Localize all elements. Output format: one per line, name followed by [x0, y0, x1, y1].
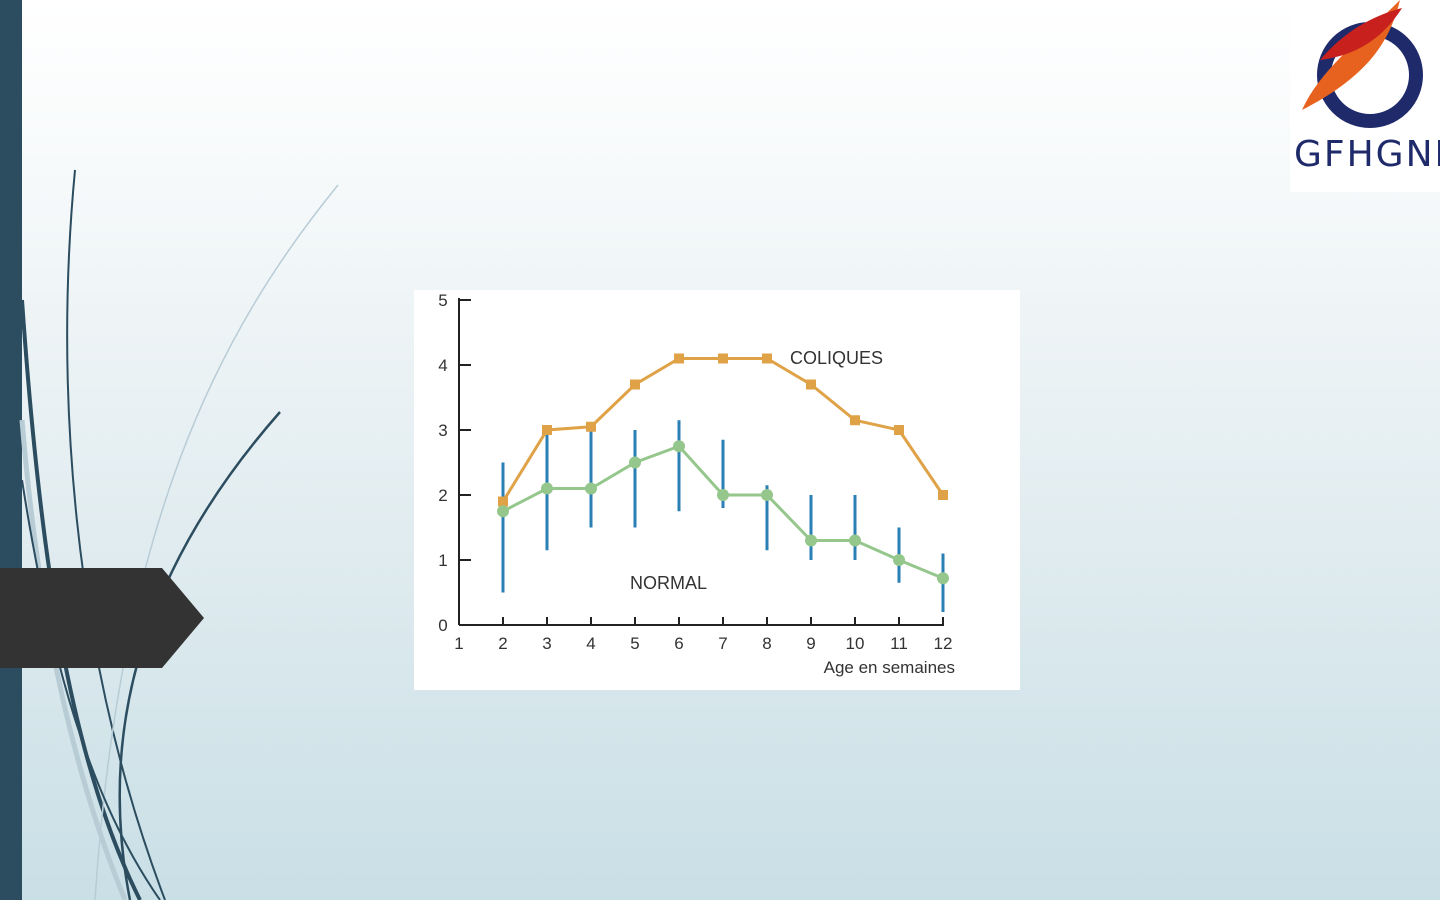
series-markers [497, 353, 949, 585]
x-tick-label-9: 9 [806, 634, 815, 653]
x-ticks: 1 2 3 4 5 6 7 8 9 10 11 12 [454, 617, 952, 653]
series-label-normal: NORMAL [630, 573, 707, 593]
x-axis-label: Age en semaines [824, 658, 955, 677]
point-normal-9 [805, 534, 817, 547]
x-tick-label-1: 1 [454, 634, 463, 653]
point-normal-5 [629, 456, 641, 469]
point-normal-10 [849, 534, 861, 547]
point-coliques-9 [806, 379, 816, 390]
point-coliques-11 [894, 425, 904, 435]
point-coliques-12 [938, 490, 948, 500]
logo-text: GFHGNP [1294, 134, 1440, 175]
point-coliques-10 [850, 415, 860, 426]
x-tick-label-6: 6 [674, 634, 683, 653]
point-normal-7 [717, 489, 729, 501]
left-accent-bar [0, 0, 22, 900]
x-tick-label-8: 8 [762, 634, 771, 653]
point-normal-4 [585, 482, 597, 495]
point-coliques-2 [498, 496, 508, 507]
point-coliques-6 [674, 353, 684, 364]
y-tick-label-2: 2 [438, 486, 447, 505]
point-coliques-5 [630, 379, 640, 390]
x-tick-label-2: 2 [498, 634, 507, 653]
point-coliques-4 [586, 421, 596, 432]
y-tick-label-0: 0 [438, 616, 447, 635]
x-tick-label-12: 12 [934, 634, 953, 653]
decorative-swooshes [19, 169, 339, 900]
x-tick-label-7: 7 [718, 634, 727, 653]
y-tick-label-1: 1 [438, 551, 447, 570]
gfhgnp-logo: GFHGNP [1290, 0, 1440, 192]
x-tick-label-3: 3 [542, 634, 551, 653]
y-tick-label-4: 4 [438, 356, 447, 375]
series-label-coliques: COLIQUES [790, 348, 883, 368]
point-normal-8 [761, 489, 773, 501]
y-ticks: 0 1 2 3 4 5 [438, 291, 471, 635]
y-tick-label-5: 5 [438, 291, 447, 310]
point-normal-11 [893, 554, 905, 566]
x-tick-label-11: 11 [890, 634, 908, 653]
error-bars [501, 420, 945, 612]
section-tab-shape [0, 568, 204, 668]
point-coliques-3 [542, 425, 552, 435]
point-normal-2 [497, 505, 509, 518]
logo-emblem [1302, 0, 1423, 128]
y-tick-label-3: 3 [438, 421, 447, 440]
point-normal-3 [541, 482, 553, 495]
point-normal-12 [937, 572, 949, 585]
x-tick-label-4: 4 [586, 634, 595, 653]
point-coliques-8 [762, 353, 772, 364]
x-tick-label-10: 10 [846, 634, 865, 653]
x-tick-label-5: 5 [630, 634, 639, 653]
point-normal-6 [673, 440, 685, 453]
point-coliques-7 [718, 353, 728, 364]
